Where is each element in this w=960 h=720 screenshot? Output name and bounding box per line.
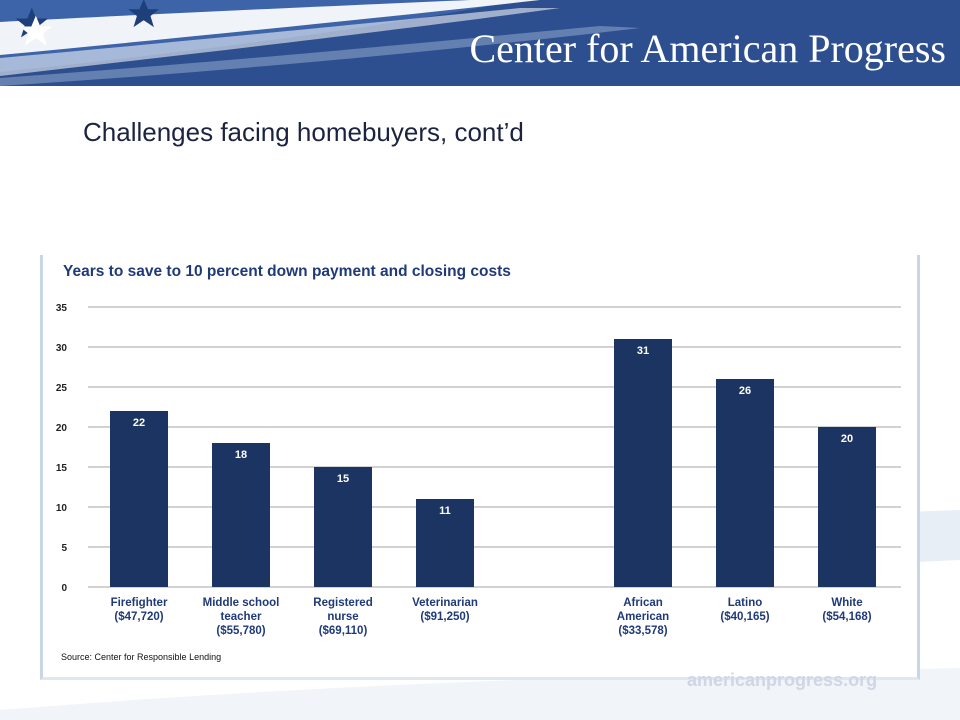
bar (110, 411, 168, 587)
x-category-label: ($91,250) (420, 611, 469, 623)
bar-value-label: 26 (739, 385, 751, 397)
bar-value-label: 18 (235, 449, 247, 461)
bar-value-label: 11 (439, 505, 451, 517)
y-tick-label: 30 (56, 343, 68, 354)
y-tick-label: 5 (61, 543, 67, 554)
x-category-label: ($47,720) (114, 611, 163, 623)
x-category-label: ($54,168) (822, 611, 871, 623)
slide-title: Challenges facing homebuyers, cont’d (83, 117, 524, 147)
x-category-label: ($40,165) (720, 611, 769, 623)
y-tick-label: 0 (61, 583, 67, 594)
star-icon (128, 0, 160, 28)
bar (716, 379, 774, 587)
y-tick-label: 15 (56, 463, 68, 474)
y-tick-label: 35 (56, 303, 68, 314)
header-banner: Center for American Progress (0, 0, 960, 86)
bar (416, 499, 474, 587)
x-category-label: American (617, 611, 669, 623)
x-category-label: Firefighter (111, 597, 168, 609)
bar (818, 427, 876, 587)
y-tick-label: 10 (56, 503, 68, 514)
bar-value-label: 20 (841, 433, 853, 445)
star-icon (19, 15, 53, 46)
x-category-label: Registered (313, 597, 372, 609)
x-category-label: ($69,110) (319, 625, 368, 637)
bar (314, 467, 372, 587)
bar (614, 339, 672, 587)
site-watermark: americanprogress.org (687, 670, 878, 690)
x-category-label: White (831, 597, 862, 609)
x-category-label: nurse (327, 611, 358, 623)
bar-value-label: 31 (637, 345, 649, 357)
x-category-label: African (623, 597, 663, 609)
org-name: Center for American Progress (469, 26, 946, 71)
chart-title: Years to save to 10 percent down payment… (63, 263, 511, 280)
x-category-label: ($55,780) (216, 625, 265, 637)
chart-panel: Years to save to 10 percent down payment… (40, 255, 920, 680)
x-category-label: Veterinarian (412, 597, 478, 609)
y-tick-label: 20 (56, 423, 68, 434)
bar-value-label: 15 (337, 473, 349, 485)
x-category-label: ($33,578) (618, 625, 667, 637)
chart-source: Source: Center for Responsible Lending (61, 652, 222, 662)
bar-value-label: 22 (133, 417, 145, 429)
x-category-label: teacher (221, 611, 262, 623)
bar-chart: 0 5 10 15 20 25 30 35 22 Firefighter ($47,720) 18 Mi… (56, 303, 901, 637)
x-category-label: Middle school (203, 597, 280, 609)
y-tick-label: 25 (56, 383, 68, 394)
bar (212, 443, 270, 587)
x-category-label: Latino (728, 597, 763, 609)
